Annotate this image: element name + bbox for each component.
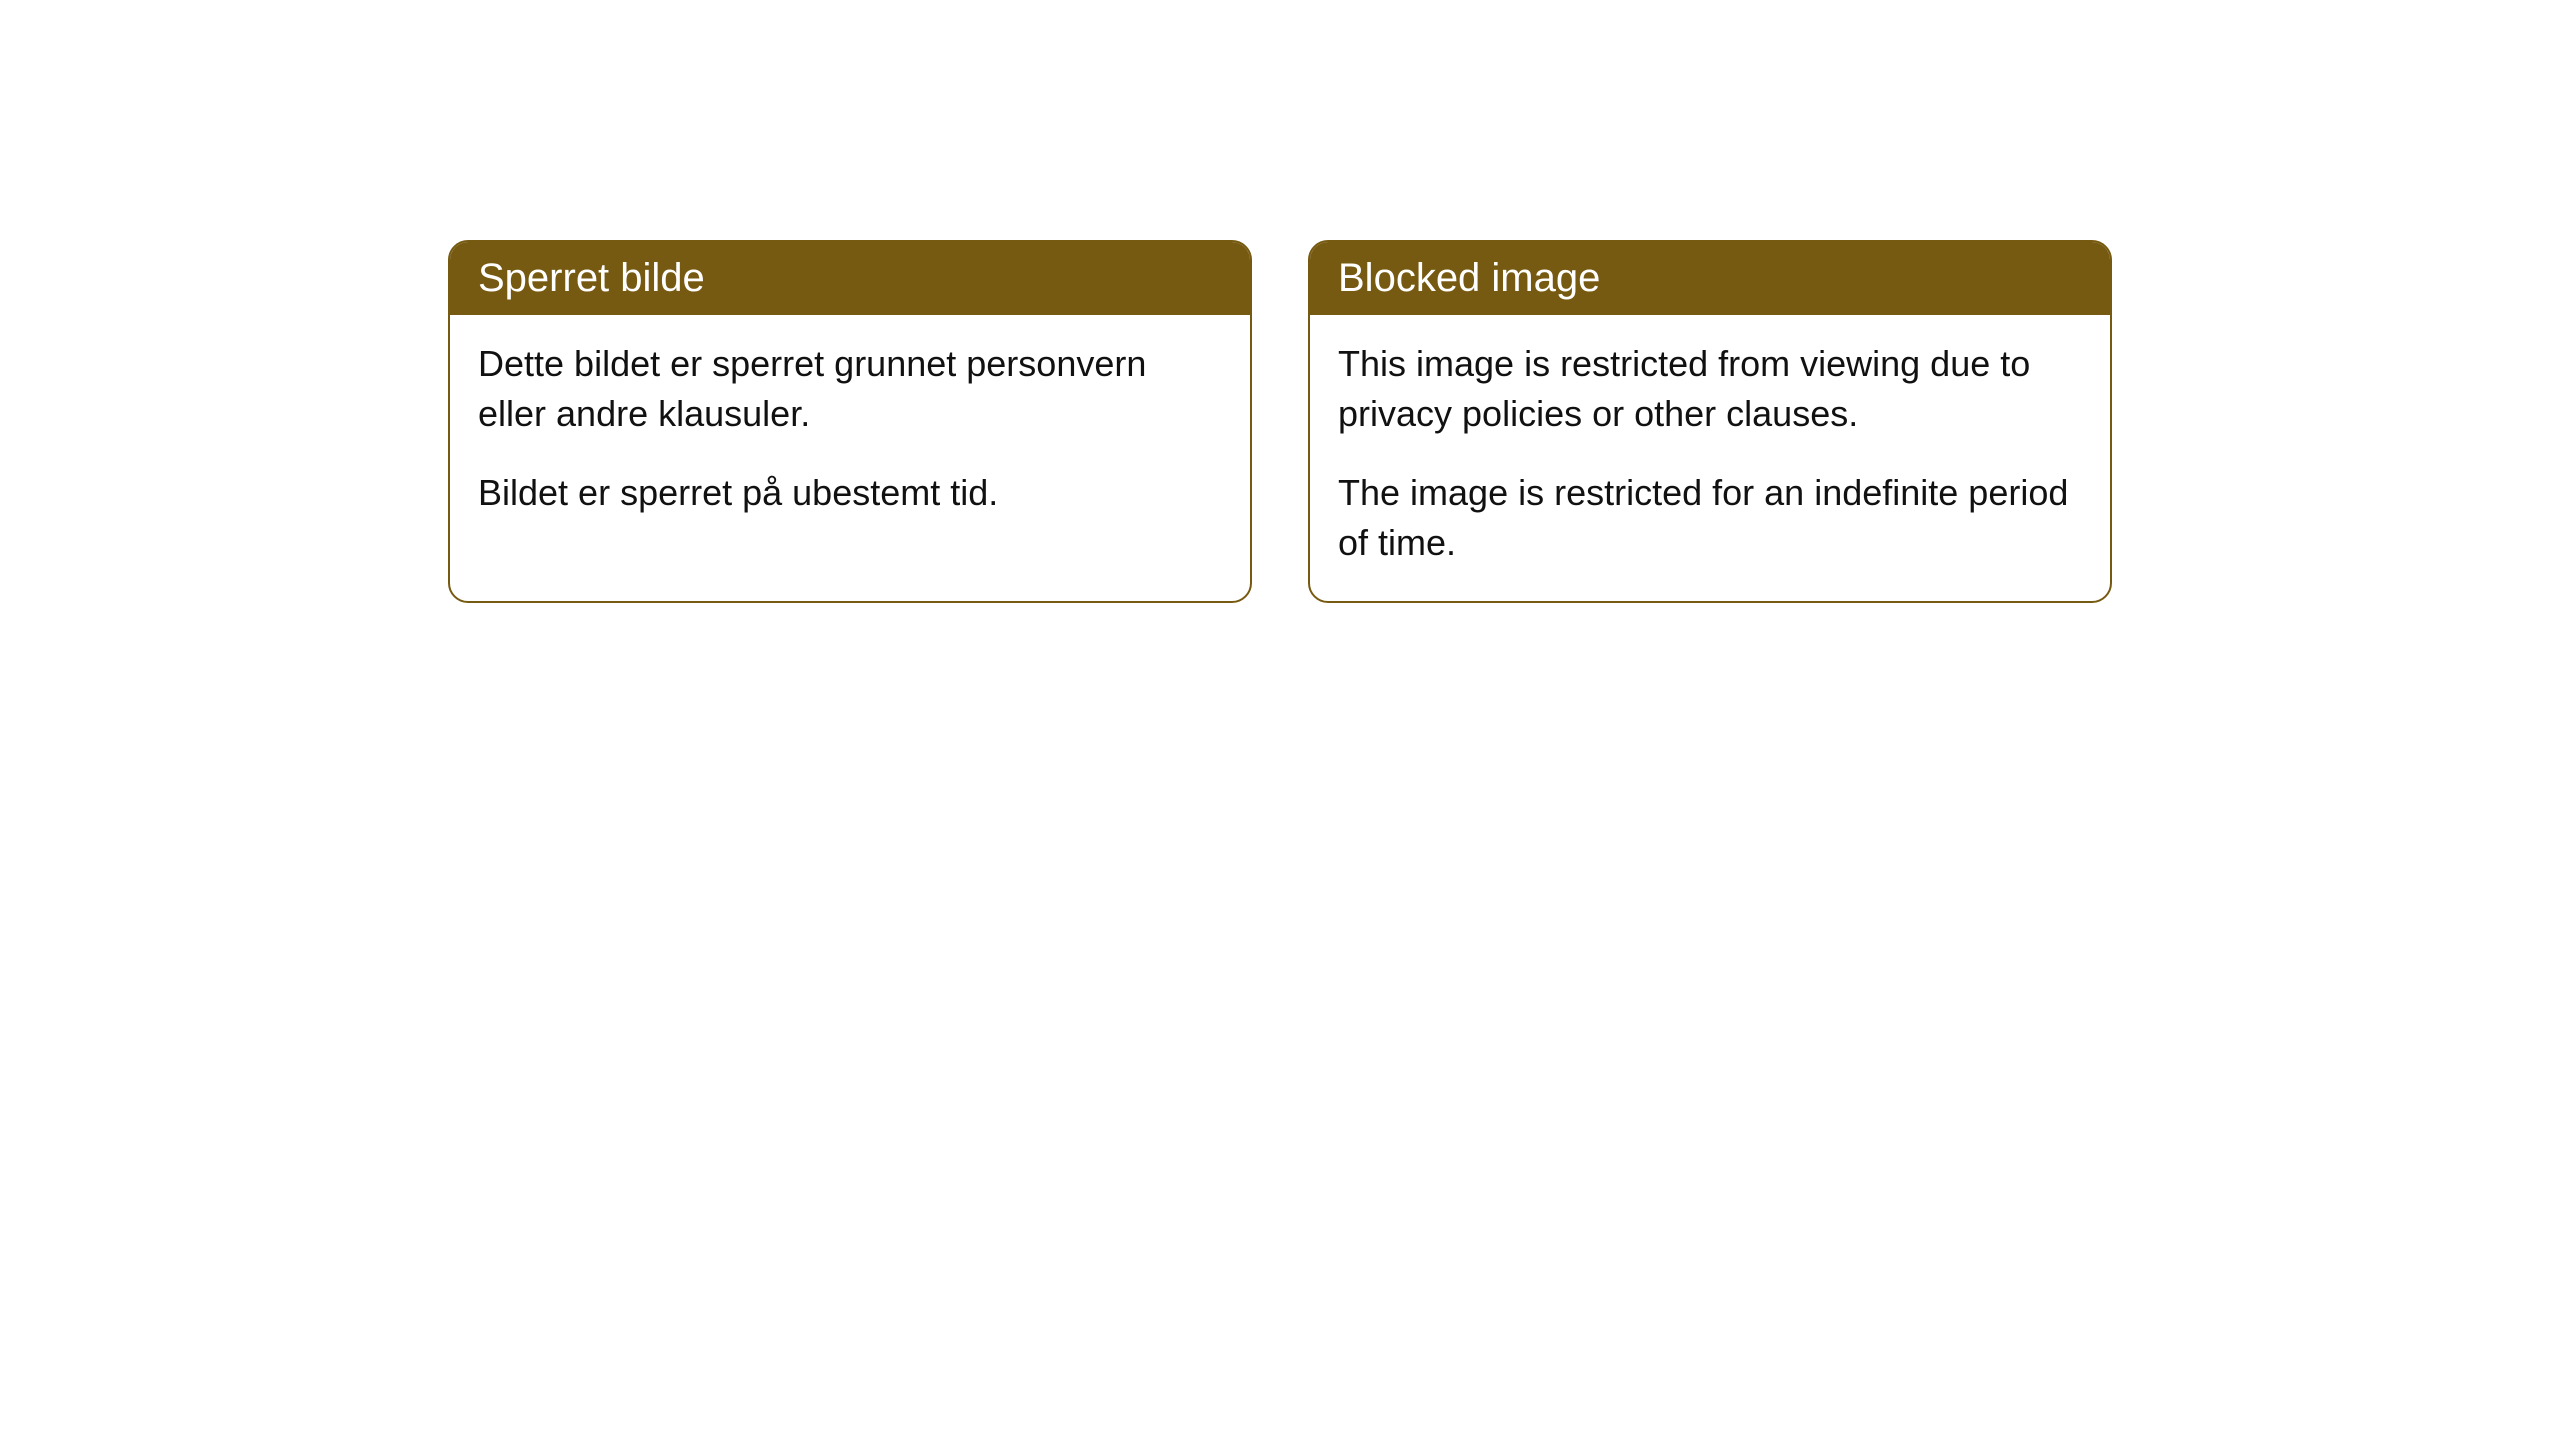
card-body: This image is restricted from viewing du…	[1310, 315, 2110, 601]
card-title: Sperret bilde	[478, 256, 705, 300]
card-body: Dette bildet er sperret grunnet personve…	[450, 315, 1250, 550]
card-header: Blocked image	[1310, 242, 2110, 315]
blocked-image-card-english: Blocked image This image is restricted f…	[1308, 240, 2112, 603]
card-paragraph-1: Dette bildet er sperret grunnet personve…	[478, 339, 1222, 440]
card-paragraph-2: The image is restricted for an indefinit…	[1338, 468, 2082, 569]
blocked-image-card-norwegian: Sperret bilde Dette bildet er sperret gr…	[448, 240, 1252, 603]
cards-container: Sperret bilde Dette bildet er sperret gr…	[448, 240, 2560, 603]
card-header: Sperret bilde	[450, 242, 1250, 315]
card-title: Blocked image	[1338, 256, 1600, 300]
card-paragraph-1: This image is restricted from viewing du…	[1338, 339, 2082, 440]
card-paragraph-2: Bildet er sperret på ubestemt tid.	[478, 468, 1222, 518]
